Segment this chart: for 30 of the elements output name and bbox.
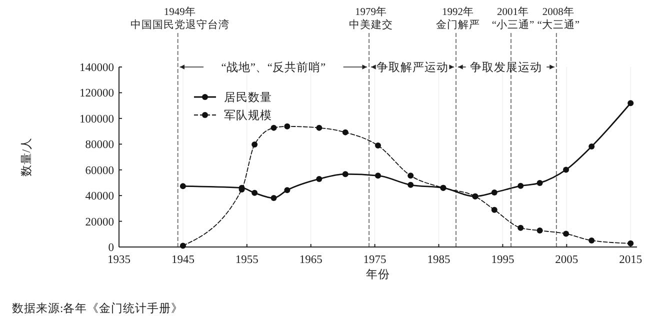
annotation: 争取解严运动 [376, 61, 449, 74]
ref-line-label: 1992年金门解严 [436, 6, 480, 31]
y-tick-label: 60000 [85, 164, 114, 177]
x-tick-label: 1975 [363, 254, 387, 266]
x-tick-label: 2005 [555, 254, 578, 266]
y-tick-label: 80000 [85, 139, 114, 152]
x-tick-label: 1945 [171, 254, 195, 266]
x-tick-label: 1985 [427, 254, 451, 266]
x-tick-label: 1995 [491, 254, 514, 266]
x-tick-label: 1965 [299, 254, 323, 266]
source-note: 数据来源:各年《金门统计手册》 [12, 301, 184, 315]
ref-line-label: 2001年“小三通” [492, 6, 535, 31]
y-axis-title: 数量/人 [20, 137, 33, 177]
x-tick-label: 1955 [235, 254, 259, 266]
y-tick-label: 100000 [80, 113, 114, 126]
legend-label: 居民数量 [224, 91, 272, 104]
x-tick-label: 1935 [108, 254, 131, 266]
x-tick-label: 2015 [619, 254, 642, 266]
y-tick-label: 20000 [85, 216, 114, 228]
ref-line-label: 1949年中国国民党退守台湾 [130, 6, 230, 31]
y-tick-label: 40000 [85, 190, 114, 203]
y-tick-label: 140000 [80, 62, 114, 74]
annotation: 争取发展运动 [470, 61, 542, 74]
ref-line-label: 2008年“大三通” [537, 6, 580, 31]
y-tick-label: 0 [108, 242, 114, 254]
y-tick-label: 120000 [80, 88, 114, 100]
x-axis-title: 年份 [366, 268, 390, 281]
legend-label: 军队规模 [224, 109, 272, 122]
annotation: “战地”、“反共前哨” [221, 61, 326, 74]
ref-line-label: 1979年中美建交 [349, 6, 394, 31]
